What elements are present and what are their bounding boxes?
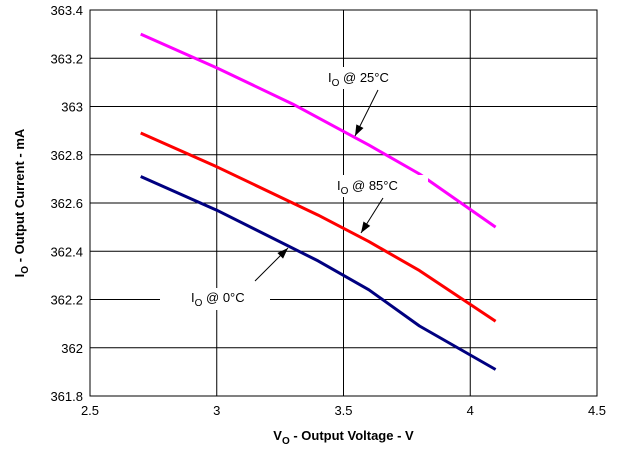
annotations: IO @ 25°C IO @ 85°C IO @ 0°C — [160, 67, 447, 310]
annotation-label: IO @ 0°C — [191, 290, 245, 309]
x-tick-labels: 2.5 3 3.5 4 4.5 — [81, 403, 606, 418]
x-tick-label: 3.5 — [334, 403, 352, 418]
series-line-2 — [140, 175, 497, 371]
annotation-bg — [323, 67, 447, 89]
x-axis-label-sub: O — [282, 436, 290, 447]
x-axis-label-main: V — [273, 428, 282, 443]
y-tick-label: 362.2 — [50, 293, 83, 308]
annotation-0: IO @ 25°C — [323, 67, 447, 137]
y-tick-label: 361.8 — [50, 389, 83, 404]
y-tick-label: 363.2 — [50, 51, 83, 66]
x-tick-label: 4.5 — [588, 403, 606, 418]
y-tick-label: 362.6 — [50, 196, 83, 211]
x-tick-label: 2.5 — [81, 403, 99, 418]
y-axis-label-main: I — [12, 274, 27, 278]
x-tick-label: 4 — [467, 403, 474, 418]
annotation-label: IO @ 25°C — [328, 70, 389, 89]
x-axis-label: VO - Output Voltage - V — [273, 428, 414, 447]
y-tick-label: 362.4 — [50, 244, 83, 259]
annotation-bg — [330, 175, 428, 197]
y-axis-label: IO - Output Current - mA — [12, 128, 31, 277]
y-tick-label: 362 — [61, 341, 83, 356]
annotation-arrowhead — [277, 248, 288, 259]
y-axis-label-sub: O — [20, 266, 31, 274]
x-axis-label-rest: - Output Voltage - V — [290, 428, 414, 443]
annotation-arrowhead — [361, 221, 371, 233]
annotation-2: IO @ 0°C — [160, 247, 289, 310]
annotation-1: IO @ 85°C — [330, 175, 428, 234]
annotation-bg — [160, 288, 270, 310]
y-tick-label: 363.4 — [50, 3, 83, 18]
annotation-arrowhead — [355, 124, 364, 136]
y-tick-label: 363 — [61, 100, 83, 115]
series-group — [140, 32, 497, 371]
y-axis-label-rest: - Output Current - mA — [12, 128, 27, 266]
x-tick-label: 3 — [213, 403, 220, 418]
series-line-0 — [140, 32, 497, 229]
y-tick-label: 362.8 — [50, 148, 83, 163]
y-tick-labels: 361.8 362 362.2 362.4 362.6 362.8 363 363.2 363.… — [50, 3, 83, 404]
plot-frame — [89, 9, 598, 397]
series-line-1 — [140, 131, 497, 323]
annotation-label: IO @ 85°C — [337, 178, 398, 197]
